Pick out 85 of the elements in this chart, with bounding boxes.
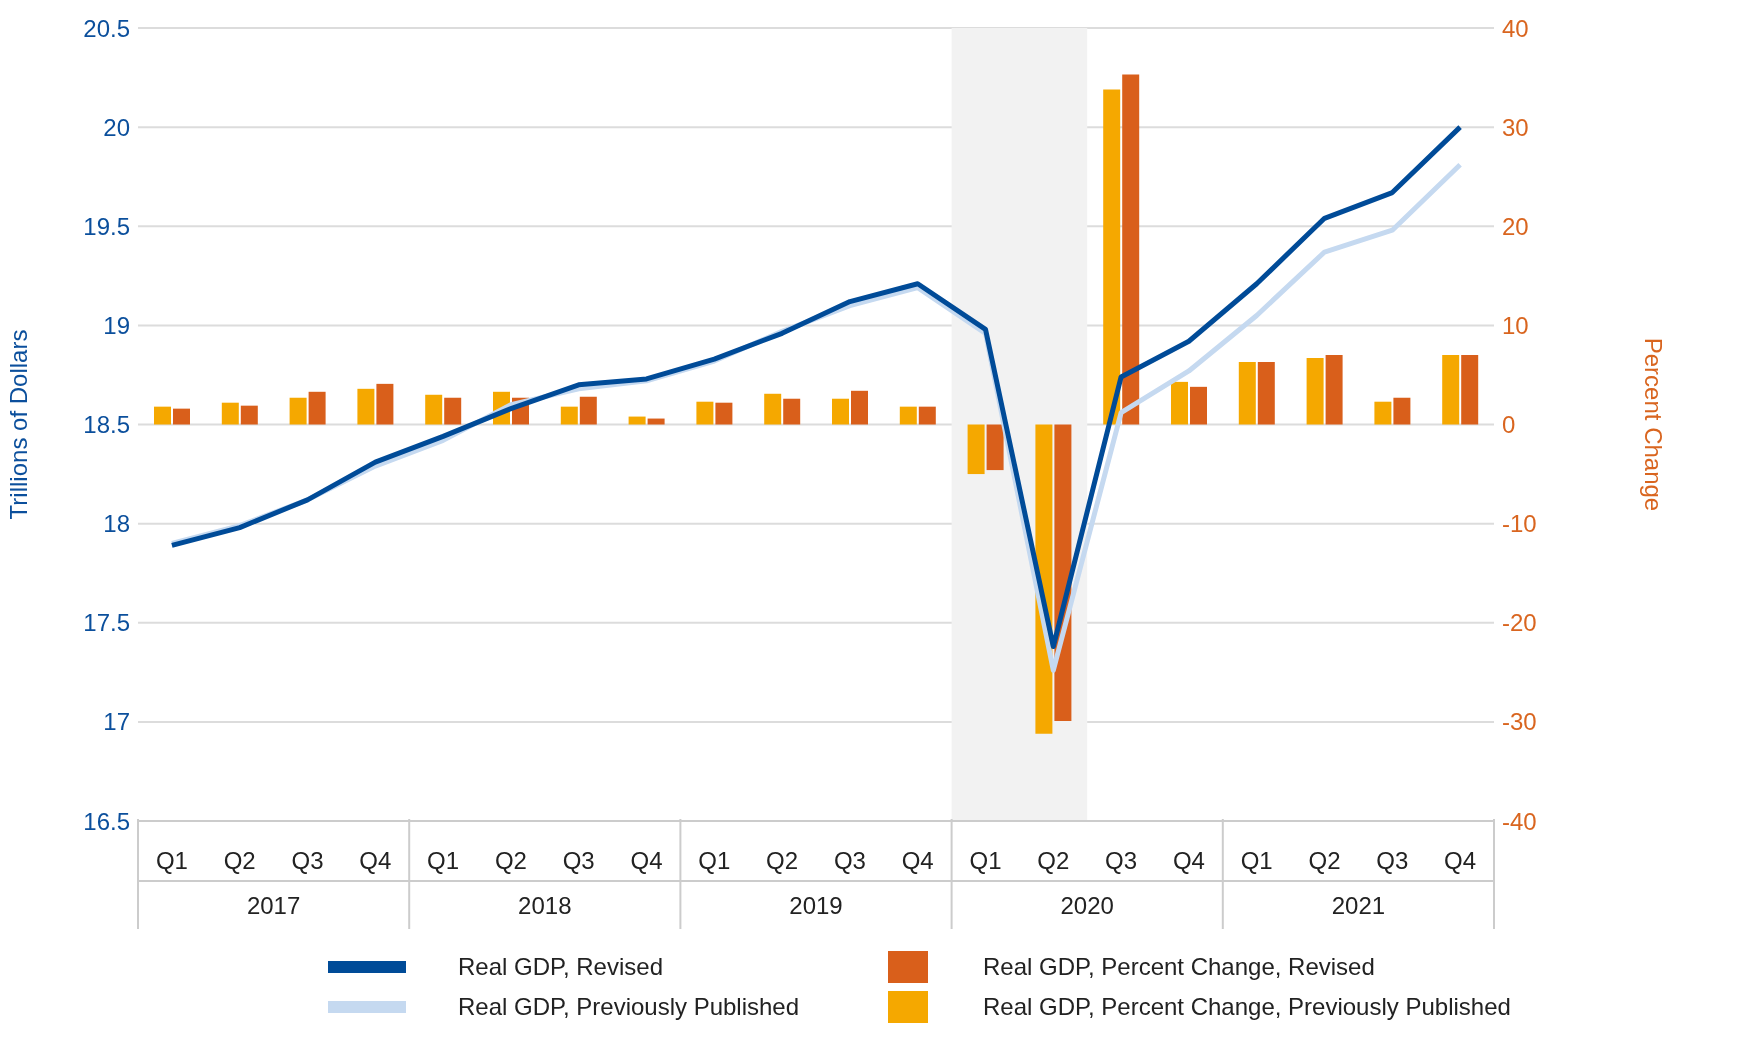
x-tick-label: Q2 [1037,847,1070,874]
x-tick-label: Q1 [969,847,1002,874]
x-tick-label: Q1 [698,847,731,874]
bar [1461,355,1479,425]
bar [899,406,917,425]
x-tick-label: Q4 [359,847,392,874]
bar [764,393,782,425]
bar [1257,362,1275,425]
bar [240,405,258,425]
bar [1238,362,1256,425]
y-tick-label: 18 [103,510,130,538]
x-tick-label: Q2 [494,847,527,874]
y2-tick-label: 30 [1502,113,1529,141]
y2-tick-label: -10 [1502,510,1537,538]
bar [1325,355,1343,425]
bar [1393,397,1411,425]
bar [628,416,646,425]
bar [289,397,307,425]
bar [221,402,239,425]
x-tick-label: Q4 [1172,847,1205,874]
x-tick-label: Q3 [291,847,324,874]
x-tick-label: Q1 [427,847,460,874]
legend-label: Real GDP, Percent Change, Revised [983,953,1375,981]
bar [967,424,985,475]
y2-tick-label: 10 [1502,311,1529,339]
x-tick-label: Q3 [833,847,866,874]
x-tick-label: Q1 [1240,847,1273,874]
bar [696,401,714,425]
x-tick-label: Q4 [1444,847,1477,874]
y2-tick-label: 40 [1502,14,1529,42]
y2-tick-label: -20 [1502,609,1537,637]
text: 2020 [1060,892,1114,919]
x-tick-label: Q4 [901,847,934,874]
text: 2019 [789,892,843,919]
y-tick-label: 20.5 [83,14,130,42]
bar [560,406,578,425]
bar [376,383,394,425]
bar [173,408,190,425]
bar [832,398,849,425]
bar [986,424,1004,471]
y-tick-label: 18.5 [83,411,130,439]
bar [715,402,733,425]
bar [444,397,462,425]
x-tick-label: Q4 [630,847,663,874]
bar [918,406,936,425]
bar [1103,89,1121,425]
x-tick-label: Q1 [155,847,188,874]
bar [154,406,171,425]
bar [647,418,665,425]
bar [1171,381,1188,425]
legend-label: Real GDP, Previously Published [458,993,800,1021]
x-tick-label: Q2 [1308,847,1341,874]
bar [1306,358,1324,425]
bar [783,398,801,425]
bar [357,388,375,425]
bar [1190,386,1207,425]
y-tick-label: 17.5 [83,609,130,637]
y2-tick-label: -30 [1502,708,1537,736]
y-tick-label: 17 [103,708,130,736]
y-tick-label: 19 [103,311,130,339]
legend-label: Real GDP, Percent Change, Previously Published [983,993,1511,1021]
bar [308,391,326,425]
bar [851,390,868,425]
bar [579,396,597,425]
x-tick-label: Q3 [1105,847,1138,874]
y2-tick-label: 20 [1502,212,1529,240]
y-tick-label: 20 [103,113,130,141]
x-tick-label: Q2 [223,847,256,874]
y2-tick-label: 0 [1502,411,1516,439]
legend-label: Real GDP, Revised [458,953,663,981]
y-tick-label: 19.5 [83,212,130,240]
text: 2021 [1331,892,1386,919]
y-axis-title: Trillions of Dollars [4,329,32,520]
bar [1374,401,1392,425]
x-tick-label: Q3 [562,847,595,874]
bar [1122,74,1140,425]
y2-tick-label: -40 [1502,807,1537,835]
y-tick-label: 16.5 [83,807,130,835]
text: 2017 [246,892,301,919]
y2-axis-title: Percent Change [1640,337,1668,512]
text: 2018 [518,892,572,919]
bar [425,394,443,425]
bar [1442,355,1460,425]
x-tick-label: Q2 [766,847,799,874]
x-tick-label: Q3 [1376,847,1409,874]
